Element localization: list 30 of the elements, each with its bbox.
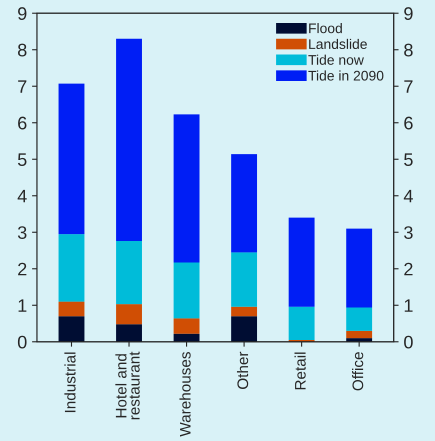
legend-label: Flood bbox=[309, 23, 342, 34]
legend-label: Tide now bbox=[308, 54, 364, 65]
y2-tick-label: 7 bbox=[404, 80, 413, 93]
y-tick-label: 1 bbox=[18, 299, 26, 312]
x-tick-label: Retail bbox=[294, 352, 306, 390]
y2-tick-label: 6 bbox=[404, 116, 413, 130]
legend-label: Tide in 2090 bbox=[308, 70, 384, 81]
y-tick-label: 4 bbox=[18, 190, 27, 202]
y2-tick-label: 3 bbox=[404, 226, 413, 239]
x-tick-label: Industrial bbox=[64, 352, 76, 412]
x-tick-label: Other bbox=[236, 352, 248, 389]
y-tick-label: 6 bbox=[18, 116, 26, 130]
y-tick-label: 8 bbox=[18, 44, 26, 56]
y-tick-label: 7 bbox=[18, 80, 26, 93]
y2-tick-label: 4 bbox=[404, 190, 413, 202]
y-tick-label: 3 bbox=[18, 226, 26, 239]
y2-tick-label: 9 bbox=[404, 7, 413, 20]
x-tick-label: Warehouses bbox=[179, 352, 191, 437]
y2-tick-label: 5 bbox=[404, 153, 413, 166]
x-tick-label: Hotel and restaurant bbox=[115, 352, 140, 420]
y2-tick-label: 2 bbox=[404, 262, 413, 276]
legend-label: Landslide bbox=[309, 38, 367, 50]
x-tick-label: Office bbox=[352, 352, 364, 390]
y-tick-label: 5 bbox=[18, 153, 26, 166]
y2-tick-label: 0 bbox=[404, 336, 413, 348]
y-tick-label: 0 bbox=[18, 336, 27, 348]
y2-tick-label: 1 bbox=[404, 299, 413, 312]
y-tick-label: 2 bbox=[18, 262, 26, 276]
y-tick-label: 9 bbox=[18, 7, 26, 20]
y2-tick-label: 8 bbox=[404, 44, 413, 56]
